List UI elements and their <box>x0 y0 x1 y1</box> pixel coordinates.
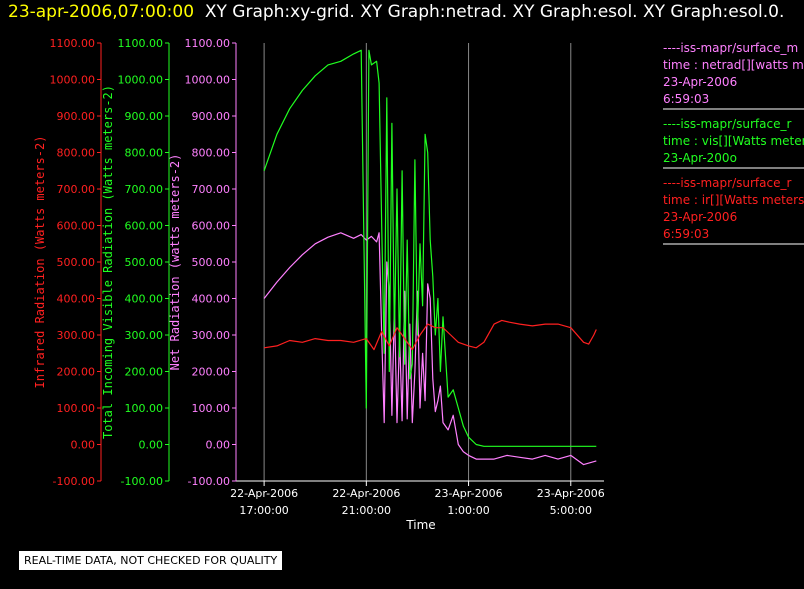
net-tick-label-3: 200.00 <box>192 366 231 379</box>
net-tick-label-2: 100.00 <box>192 402 231 415</box>
vis-tick-label-11: 1000.00 <box>118 74 164 87</box>
legend-ir-line-0: ----iss-mapr/surface_r <box>663 176 791 190</box>
net-tick-label-6: 500.00 <box>192 256 231 269</box>
legend-net-line-2: 23-Apr-2006 <box>663 75 737 89</box>
vis-tick-label-7: 600.00 <box>125 220 164 233</box>
page-title: 23-apr-2006,07:00:00 XY Graph:xy-grid. X… <box>8 2 784 22</box>
net-tick-label-12: 1100.00 <box>185 37 231 50</box>
vis-tick-label-6: 500.00 <box>125 256 164 269</box>
ir-tick-label-7: 600.00 <box>57 220 96 233</box>
timestamp: 23-apr-2006,07:00:00 <box>8 2 195 22</box>
net-tick-label-10: 900.00 <box>192 110 231 123</box>
vis-series-line <box>263 49 597 447</box>
vis-tick-label-2: 100.00 <box>125 402 164 415</box>
x-tick-label-date-3: 23-Apr-2006 <box>537 487 605 500</box>
legend-net-line-0: ----iss-mapr/surface_m <box>663 41 798 55</box>
net-series-line <box>263 232 597 466</box>
ir-tick-label-11: 1000.00 <box>50 74 96 87</box>
net-tick-label-1: 0.00 <box>206 439 231 452</box>
net-tick-label-7: 600.00 <box>192 220 231 233</box>
x-tick-label-time-2: 1:00:00 <box>447 504 489 517</box>
net-tick-label-11: 1000.00 <box>185 74 231 87</box>
net-tick-label-0: -100.00 <box>188 475 230 488</box>
ir-tick-label-0: -100.00 <box>53 475 95 488</box>
legend-net-line-1: time : netrad[][watts m <box>663 58 804 72</box>
graph-list: XY Graph:xy-grid. XY Graph:netrad. XY Gr… <box>204 2 785 22</box>
ir-tick-label-1: 0.00 <box>71 439 96 452</box>
net-tick-label-8: 700.00 <box>192 183 231 196</box>
ir-tick-label-2: 100.00 <box>57 402 96 415</box>
net-tick-label-5: 400.00 <box>192 293 231 306</box>
ir-tick-label-3: 200.00 <box>57 366 96 379</box>
ir-axis-title: Infrared Radiation (Watts meters-2) <box>33 136 47 389</box>
vis-axis-title: Total Incoming Visible Radiation (Watts … <box>101 85 115 439</box>
ir-tick-label-8: 700.00 <box>57 183 96 196</box>
legend-vis-line-1: time : vis[][Watts meter <box>663 134 804 148</box>
x-tick-label-time-0: 17:00:00 <box>239 504 288 517</box>
net-tick-label-4: 300.00 <box>192 329 231 342</box>
x-axis-title: Time <box>405 518 435 532</box>
ir-tick-label-9: 800.00 <box>57 147 96 160</box>
ir-tick-label-12: 1100.00 <box>50 37 96 50</box>
legend-vis-line-2: 23-Apr-200o <box>663 151 737 165</box>
ir-tick-label-4: 300.00 <box>57 329 96 342</box>
ir-tick-label-6: 500.00 <box>57 256 96 269</box>
legend-ir-line-2: 23-Apr-2006 <box>663 210 737 224</box>
vis-tick-label-10: 900.00 <box>125 110 164 123</box>
legend-ir-line-3: 6:59:03 <box>663 227 709 241</box>
legend-vis-line-0: ----iss-mapr/surface_r <box>663 117 791 131</box>
vis-tick-label-3: 200.00 <box>125 366 164 379</box>
vis-tick-label-5: 400.00 <box>125 293 164 306</box>
vis-tick-label-12: 1100.00 <box>118 37 164 50</box>
vis-tick-label-9: 800.00 <box>125 147 164 160</box>
quality-notice: REAL-TIME DATA, NOT CHECKED FOR QUALITY <box>19 551 283 570</box>
vis-tick-label-8: 700.00 <box>125 183 164 196</box>
net-tick-label-9: 800.00 <box>192 147 231 160</box>
ir-series-line <box>264 319 597 351</box>
x-tick-label-date-0: 22-Apr-2006 <box>230 487 298 500</box>
legend-net-line-3: 6:59:03 <box>663 92 709 106</box>
x-tick-label-time-1: 21:00:00 <box>342 504 391 517</box>
ir-tick-label-10: 900.00 <box>57 110 96 123</box>
legend-ir-line-1: time : ir[][Watts meters <box>663 193 804 207</box>
x-tick-label-date-2: 23-Apr-2006 <box>435 487 503 500</box>
ir-tick-label-5: 400.00 <box>57 293 96 306</box>
vis-tick-label-1: 0.00 <box>139 439 164 452</box>
x-tick-label-date-1: 22-Apr-2006 <box>332 487 400 500</box>
net-axis-title: Net Radiation (watts meters-2) <box>168 154 182 371</box>
vis-tick-label-4: 300.00 <box>125 329 164 342</box>
x-tick-label-time-3: 5:00:00 <box>550 504 592 517</box>
vis-tick-label-0: -100.00 <box>121 475 163 488</box>
